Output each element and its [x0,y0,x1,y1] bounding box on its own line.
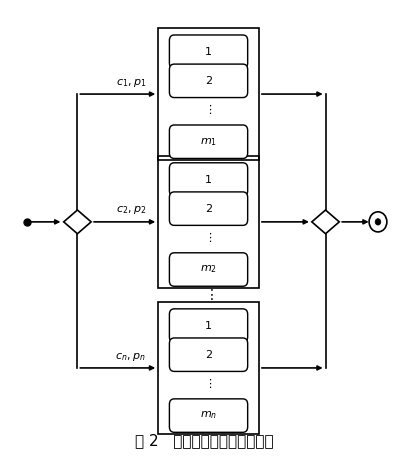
Text: $c_n, p_n$: $c_n, p_n$ [115,351,146,363]
FancyBboxPatch shape [169,35,248,68]
Text: 1: 1 [205,175,212,184]
Polygon shape [64,210,91,234]
FancyBboxPatch shape [169,338,248,371]
Bar [158,156,259,288]
Text: $c_2, p_2$: $c_2, p_2$ [116,205,146,217]
Text: $\vdots$: $\vdots$ [204,103,213,116]
FancyBboxPatch shape [169,253,248,286]
Polygon shape [312,210,339,234]
Text: $\vdots$: $\vdots$ [204,377,213,390]
Text: 2: 2 [205,76,212,86]
Text: 1: 1 [205,47,212,57]
FancyBboxPatch shape [169,192,248,225]
FancyBboxPatch shape [169,399,248,432]
Text: 2: 2 [205,350,212,360]
FancyBboxPatch shape [169,163,248,196]
FancyBboxPatch shape [169,64,248,97]
Text: $c_1, p_1$: $c_1, p_1$ [116,77,146,89]
Text: 图 2   指挥业务分支结构流程图: 图 2 指挥业务分支结构流程图 [135,433,274,449]
Text: $m_1$: $m_1$ [200,136,217,148]
Text: $m_n$: $m_n$ [200,410,217,421]
Bar [158,302,259,434]
Bar [158,28,259,160]
FancyBboxPatch shape [169,125,248,158]
Text: $\vdots$: $\vdots$ [204,287,213,303]
Circle shape [375,219,381,225]
Text: $\vdots$: $\vdots$ [204,231,213,244]
Text: $m_2$: $m_2$ [200,264,217,275]
Text: 2: 2 [205,204,212,213]
Text: 1: 1 [205,321,212,331]
FancyBboxPatch shape [169,309,248,342]
